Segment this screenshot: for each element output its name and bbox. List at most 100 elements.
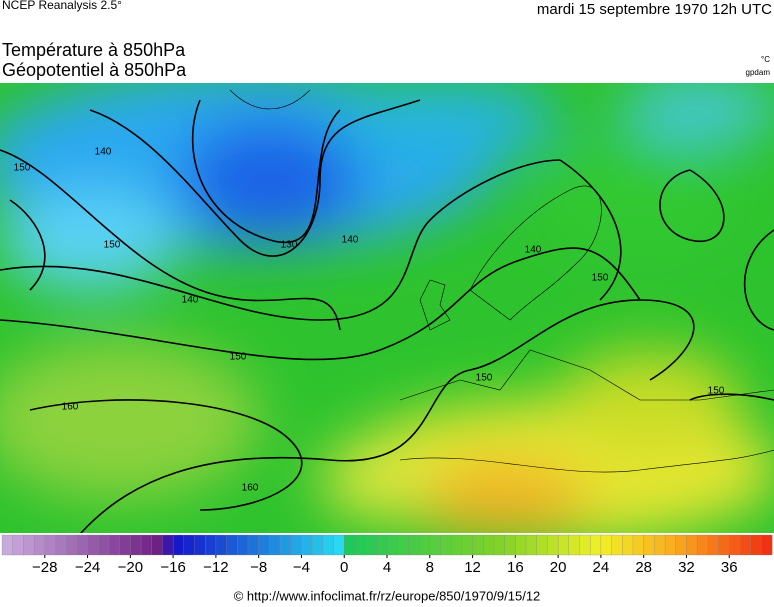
colorbar-swatch — [140, 534, 153, 556]
colorbar-swatch — [354, 534, 367, 556]
contour-label: 140 — [95, 147, 112, 158]
colorbar-swatch — [590, 534, 602, 556]
colorbar-tick-label: −20 — [118, 559, 143, 576]
colorbar-swatch — [707, 534, 719, 556]
colorbar-swatch — [194, 534, 206, 556]
colorbar-swatch — [98, 534, 110, 556]
colorbar-swatch — [66, 534, 78, 556]
colorbar-swatch — [33, 534, 46, 556]
colorbar-swatch — [290, 534, 302, 556]
colorbar-swatch — [675, 534, 687, 556]
colorbar-swatch — [696, 534, 709, 556]
colorbar-swatch — [333, 534, 345, 556]
colorbar-swatch — [461, 534, 474, 556]
colorbar-swatch — [632, 534, 645, 556]
colorbar-swatch — [386, 534, 399, 556]
colorbar-swatch — [472, 534, 484, 556]
contour-label: 160 — [62, 402, 79, 413]
colorbar-tick-label: −12 — [203, 559, 228, 576]
colorbar-swatch — [729, 534, 741, 556]
contour-label: 140 — [342, 235, 359, 246]
colorbar-swatch — [322, 534, 334, 556]
contour-label: 150 — [708, 386, 725, 397]
colorbar-swatch — [451, 534, 463, 556]
colorbar-swatch — [311, 534, 324, 556]
colorbar-swatch — [130, 534, 142, 556]
colorbar-swatch — [23, 534, 35, 556]
colorbar-swatch — [483, 534, 495, 556]
title-temperature: Température à 850hPa — [2, 40, 186, 60]
colorbar-swatch — [237, 534, 249, 556]
colorbar-tick-label: −8 — [250, 559, 267, 576]
colorbar-swatch — [376, 534, 388, 556]
footer: © http://www.infoclimat.fr/rz/europe/850… — [234, 588, 541, 603]
colorbar-swatch — [493, 534, 506, 556]
colorbar-swatch — [654, 534, 666, 556]
colorbar-tick-label: 24 — [593, 559, 610, 576]
colorbar-swatch — [504, 534, 516, 556]
colorbar-swatch — [269, 534, 281, 556]
colorbar-swatch — [568, 534, 580, 556]
colorbar-swatch — [761, 534, 773, 556]
colorbar-swatch — [215, 534, 228, 556]
colorbar-swatch — [172, 534, 185, 556]
colorbar-swatch — [600, 534, 613, 556]
unit-temperature: °C — [761, 55, 770, 64]
colorbar-swatch — [247, 534, 260, 556]
colorbar-swatch — [301, 534, 313, 556]
contour-label: 160 — [242, 483, 259, 494]
colorbar-swatch — [525, 534, 538, 556]
map — [0, 83, 774, 533]
colorbar-tick-label: 4 — [383, 559, 391, 576]
colorbar-tick-label: −24 — [75, 559, 100, 576]
colorbar-swatch — [739, 534, 752, 556]
colorbar-swatch — [750, 534, 762, 556]
date-label: mardi 15 septembre 1970 12h UTC — [537, 1, 772, 18]
colorbar-tick-label: 0 — [340, 559, 348, 576]
contour-label: 140 — [182, 295, 199, 306]
colorbar-swatch — [557, 534, 570, 556]
title-geopotential: Géopotentiel à 850hPa — [2, 60, 187, 80]
colorbar-tick-label: −4 — [293, 559, 310, 576]
colorbar-swatch — [408, 534, 420, 556]
colorbar-tick-label: 20 — [550, 559, 567, 576]
colorbar-tick-label: 12 — [464, 559, 481, 576]
source-label: NCEP Reanalysis 2.5° — [2, 0, 122, 12]
colorbar-swatch — [429, 534, 441, 556]
colorbar-swatch — [547, 534, 559, 556]
colorbar-swatch — [226, 534, 238, 556]
colorbar-swatch — [162, 534, 174, 556]
colorbar-tick-label: 28 — [635, 559, 652, 576]
colorbar-swatch — [718, 534, 730, 556]
colorbar-swatch — [418, 534, 431, 556]
contour-label: 150 — [592, 273, 609, 284]
colorbar-tick-label: 32 — [678, 559, 695, 576]
colorbar-swatch — [44, 534, 56, 556]
colorbar-tick-label: −28 — [32, 559, 57, 576]
contour-label: 150 — [230, 352, 247, 363]
colorbar-swatch — [76, 534, 89, 556]
colorbar-swatch — [258, 534, 270, 556]
colorbar-swatch — [515, 534, 527, 556]
colorbar-swatch — [205, 534, 217, 556]
contour-label: 150 — [104, 240, 121, 251]
colorbar-tick-label: −16 — [160, 559, 185, 576]
contour-label: 150 — [476, 373, 493, 384]
colorbar-swatch — [183, 534, 195, 556]
contour-label: 140 — [525, 245, 542, 256]
colorbar-swatch — [440, 534, 452, 556]
contour-label: 130 — [281, 240, 298, 251]
colorbar-swatch — [12, 534, 24, 556]
colorbar-tick-label: 16 — [507, 559, 524, 576]
colorbar-swatch — [365, 534, 377, 556]
colorbar-swatch — [279, 534, 292, 556]
colorbar-swatch — [108, 534, 121, 556]
colorbar-swatch — [536, 534, 548, 556]
colorbar-swatch — [397, 534, 409, 556]
colorbar-swatch — [686, 534, 698, 556]
colorbar-tick-label: 36 — [721, 559, 738, 576]
colorbar-swatch — [55, 534, 67, 556]
colorbar-swatch — [643, 534, 655, 556]
